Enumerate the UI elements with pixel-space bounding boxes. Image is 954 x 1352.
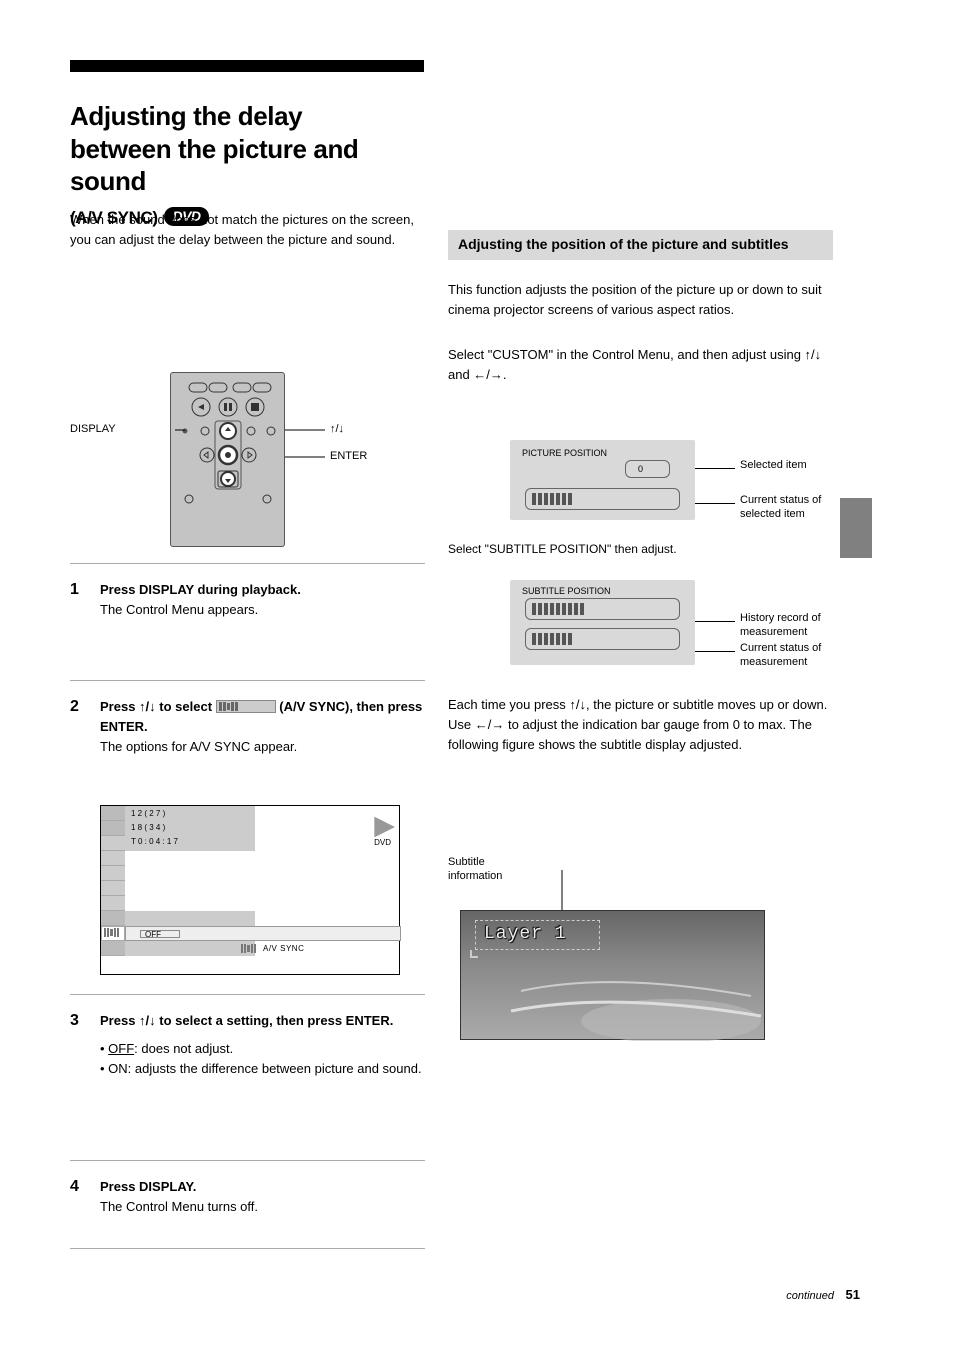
page-number: 51 xyxy=(846,1287,860,1302)
divider xyxy=(70,994,425,995)
label-arrows: ↑/↓ xyxy=(330,423,344,435)
divider xyxy=(70,680,425,681)
leader-2-a: History record ofmeasurement xyxy=(740,611,821,640)
avsync-icon xyxy=(216,700,276,713)
section-bar xyxy=(70,60,424,72)
right-intro: This function adjusts the position of th… xyxy=(448,280,833,320)
bars-icon xyxy=(241,944,256,953)
step-2: 2 Press ↑/↓ to select (A/V SYNC), then p… xyxy=(70,697,425,757)
divider xyxy=(70,1248,425,1249)
intro-paragraph: When the sound does not match the pictur… xyxy=(70,210,425,250)
side-tab xyxy=(840,498,872,558)
divider xyxy=(70,1160,425,1161)
subtitle-text: Layer 1 xyxy=(484,924,567,944)
divider xyxy=(70,563,425,564)
leader-2-b: Current status ofmeasurement xyxy=(740,641,821,670)
control-menu-figure: ▶ 1 2 ( 2 7 ) 1 8 ( 3 4 ) T 0 : 0 4 : 1 … xyxy=(100,805,400,975)
step-3: 3 Press ↑/↓ to select a setting, then pr… xyxy=(70,1011,425,1079)
right-body: Select "CUSTOM" in the Control Menu, and… xyxy=(448,345,833,385)
grey-heading: Adjusting the position of the picture an… xyxy=(448,230,833,260)
corner-mark xyxy=(470,950,478,958)
cal-box-1: PICTURE POSITION 0 xyxy=(510,440,695,520)
leader-1: Selected item xyxy=(740,458,807,472)
img-caption: Subtitleinformation xyxy=(448,855,502,884)
cal-box-2: SUBTITLE POSITION xyxy=(510,580,695,665)
label-display: DISPLAY xyxy=(70,423,116,435)
right-para2: Each time you press ↑/↓, the picture or … xyxy=(448,695,833,755)
step-1: 1 Press DISPLAY during playback. The Con… xyxy=(70,580,425,620)
continued-label: continued xyxy=(786,1290,834,1302)
leader-2: Current status ofselected item xyxy=(740,493,821,522)
step-4: 4 Press DISPLAY. The Control Menu turns … xyxy=(70,1177,425,1217)
remote-figure xyxy=(170,372,285,547)
between-text: Select "SUBTITLE POSITION" then adjust. xyxy=(448,540,833,559)
label-enter: ENTER xyxy=(330,450,367,462)
